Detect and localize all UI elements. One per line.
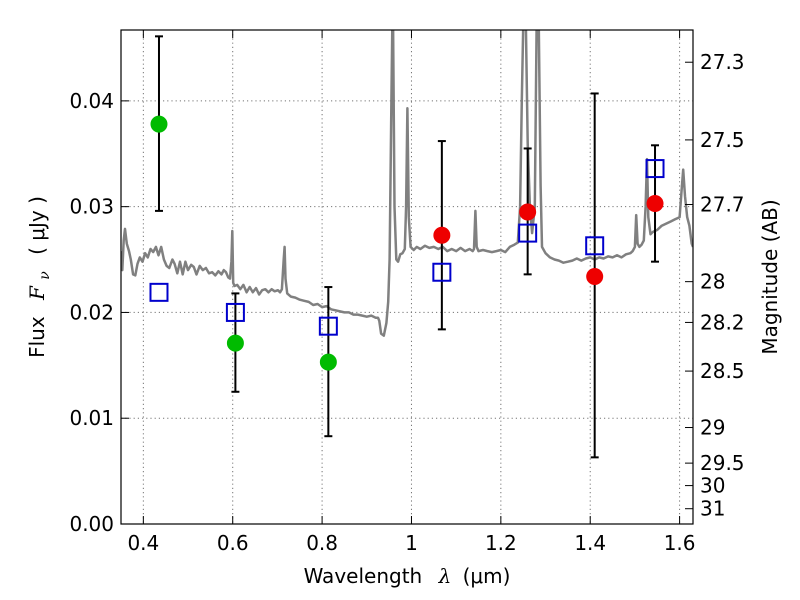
y2-tick-label: 31 [700,497,725,521]
y-tick-label: 0.02 [69,300,114,324]
observed-flux-point [150,115,168,133]
x-axis-label-text: Wavelength [304,564,423,588]
y2-axis-label: Magnitude (AB) [758,199,782,354]
model-photometry-point [432,262,452,282]
observed-flux-point [433,226,451,244]
model-spectrum-line [121,30,693,337]
observed-flux-point [646,194,664,212]
observed-flux-point [519,203,537,221]
observed-flux-point [226,334,244,352]
x-axis-label: Wavelength λ (μm) [304,564,511,588]
model-photometry-point [225,302,245,322]
x-tick-label: 1 [405,531,418,555]
y-tick-label: 0.04 [69,89,114,113]
y-axis-label-symbol: F [25,285,49,301]
model-photometry-point [149,282,169,302]
x-tick-label: 1.4 [574,531,606,555]
axes-frame [120,29,694,525]
observed-flux-point [586,267,604,285]
y2-tick-label: 27.7 [700,193,745,217]
y2-tick-label: 27.5 [700,128,745,152]
x-tick-label: 0.4 [127,531,159,555]
y-tick-label: 0.00 [69,512,114,536]
y-axis-label: Flux F ν ( μJy ) [25,196,54,358]
x-tick-label: 0.6 [217,531,249,555]
x-tick-label: 1.2 [485,531,517,555]
axis-ticks: 0.00 0.01 0.02 0.03 0.04 0.4 0.6 0.8 1 1.2 1.4 1.6 2… [69,30,745,555]
y2-tick-label: 29.5 [700,451,745,475]
y-tick-label: 0.01 [69,406,114,430]
y2-tick-label: 28 [700,270,725,294]
y-axis-label-unit: ( μJy ) [25,196,49,255]
y2-tick-label: 29 [700,416,725,440]
model-photometry-point [645,159,665,179]
observed-flux-point [319,353,337,371]
y-tick-label: 0.03 [69,195,114,219]
y2-tick-label: 27.3 [700,50,745,74]
y2-tick-label: 28.2 [700,310,745,334]
x-tick-label: 0.8 [306,531,338,555]
y2-tick-label: 28.5 [700,359,745,383]
model-photometry-point [585,236,605,256]
y-axis-label-subscript: ν [37,271,53,280]
x-axis-label-symbol: λ [438,564,452,588]
x-tick-label: 1.6 [664,531,696,555]
y-axis-label-text: Flux [25,316,49,358]
model-photometry-point [518,223,538,243]
model-photometry-point [318,316,338,336]
plot-area [121,30,693,459]
y2-tick-label: 30 [700,474,725,498]
x-axis-label-unit: (μm) [463,564,511,588]
